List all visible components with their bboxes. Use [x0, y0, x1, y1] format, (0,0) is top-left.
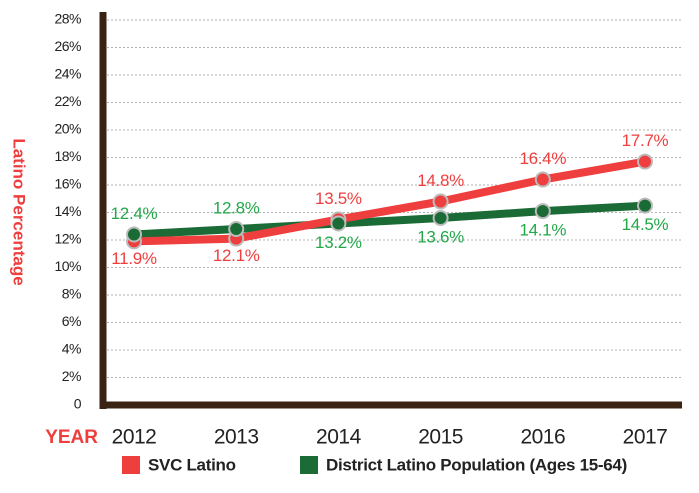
line	[133, 201, 646, 239]
data-label: 13.2%	[315, 233, 362, 252]
data-label: 12.1%	[213, 246, 260, 265]
x-tick-label: 2015	[418, 426, 463, 449]
y-tick-label: 12%	[54, 231, 81, 247]
y-tick-label: 18%	[54, 148, 81, 164]
x-tick-label: 2014	[316, 426, 362, 449]
point	[330, 215, 347, 232]
x-tick-label: 2012	[112, 426, 157, 449]
y-tick-label: 24%	[54, 66, 81, 82]
y-tick-label: 28%	[54, 11, 81, 27]
x-tick-label: 2013	[214, 426, 259, 449]
y-tick-label: 8%	[62, 286, 81, 302]
y-tick-label: 14%	[54, 203, 81, 219]
point	[637, 153, 653, 170]
point	[637, 197, 653, 214]
legend-label: District Latino Population (Ages 15-64)	[326, 455, 627, 474]
y-tick-label: 26%	[54, 38, 81, 54]
data-label: 14.1%	[519, 221, 566, 240]
point	[534, 203, 551, 220]
point	[534, 171, 551, 188]
x-axis-label: YEAR	[45, 427, 98, 448]
data-label: 13.5%	[315, 189, 362, 208]
y-tick-label: 10%	[54, 258, 81, 274]
y-tick-label: 4%	[62, 341, 81, 357]
y-axis-label: Latino Percentage	[10, 138, 29, 285]
y-tick-label: 22%	[54, 93, 81, 109]
legend-label: SVC Latino	[148, 455, 236, 474]
point	[432, 193, 449, 210]
data-label: 12.8%	[213, 198, 260, 217]
point	[432, 210, 449, 226]
y-tick-label: 2%	[62, 368, 81, 384]
y-tick-label: 16%	[54, 176, 81, 192]
data-label: 14.8%	[417, 171, 464, 190]
data-label: 16.4%	[519, 149, 566, 168]
data-label: 17.7%	[622, 131, 669, 150]
y-tick-label: 6%	[62, 313, 81, 329]
data-label: 11.9%	[111, 249, 157, 268]
legend-swatch	[300, 456, 318, 474]
y-tick-label: 0	[74, 396, 82, 412]
point	[228, 221, 245, 237]
line	[133, 157, 646, 246]
data-label: 13.6%	[417, 227, 464, 246]
data-label: 14.5%	[622, 215, 669, 234]
x-tick-label: 2017	[623, 426, 668, 449]
point	[126, 226, 142, 243]
y-tick-label: 20%	[54, 121, 81, 137]
legend-swatch	[122, 456, 140, 474]
x-tick-label: 2016	[520, 426, 565, 449]
data-label: 12.4%	[111, 204, 158, 223]
